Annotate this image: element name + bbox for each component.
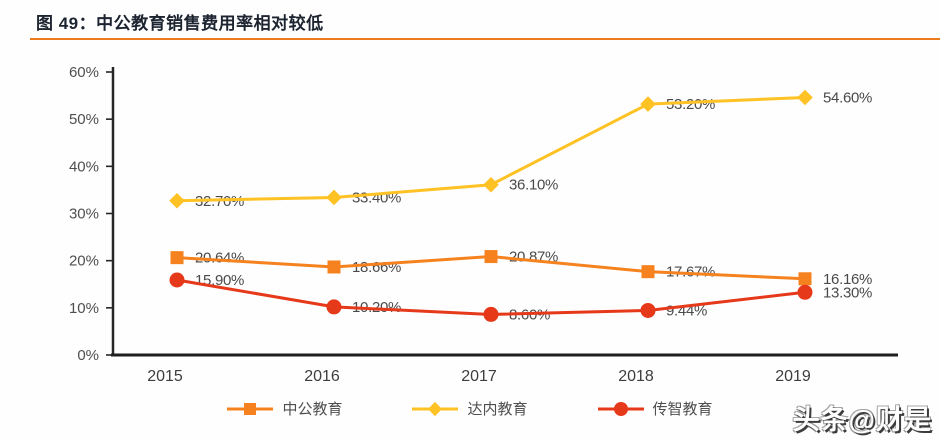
marker-square-icon	[798, 272, 812, 286]
y-tick-label: 40%	[69, 158, 99, 175]
legend-label: 中公教育	[282, 401, 343, 418]
legend-label: 传智教育	[652, 401, 713, 418]
y-tick-label: 10%	[69, 300, 99, 317]
axes: 0% 10% 20% 30% 40% 50% 60% 2015 2016 2017 2018 2019	[69, 64, 898, 385]
series-markers	[169, 89, 813, 322]
legend-label: 达内教育	[467, 401, 528, 418]
legend-circle-icon	[597, 401, 644, 416]
data-label: 13.30%	[823, 284, 872, 301]
marker-diamond-icon	[169, 192, 185, 209]
data-label: 16.16%	[823, 271, 872, 288]
legend-diamond-icon	[412, 401, 459, 416]
legend-item: 达内教育	[412, 398, 528, 419]
marker-diamond-icon	[483, 176, 499, 193]
data-label: 54.60%	[823, 89, 872, 106]
series-lines	[176, 95, 806, 316]
y-tick-label: 20%	[69, 253, 99, 270]
x-tick-label: 2016	[304, 368, 340, 385]
y-tick-label: 60%	[69, 64, 99, 81]
legend-item: 中公教育	[227, 398, 342, 419]
marker-square-icon	[641, 265, 655, 279]
marker-diamond-icon	[640, 96, 656, 112]
marker-circle-icon	[169, 272, 185, 288]
marker-circle-icon	[640, 302, 656, 318]
marker-circle-icon	[483, 306, 499, 322]
marker-diamond-icon	[326, 189, 342, 206]
marker-circle-icon	[326, 299, 342, 315]
legend-marker-diamond-icon	[428, 401, 443, 416]
title-divider	[30, 38, 940, 40]
marker-square-icon	[170, 251, 184, 265]
marker-diamond-icon	[797, 89, 813, 106]
legend-item: 传智教育	[597, 398, 713, 419]
figure-title: 图 49：中公教育销售费用率相对较低	[36, 14, 324, 33]
marker-square-icon	[327, 260, 341, 274]
x-tick-label: 2017	[461, 368, 497, 385]
watermark: 头条@财是	[792, 405, 932, 435]
y-tick-label: 0%	[77, 347, 99, 364]
legend-marker-circle-icon	[613, 401, 628, 416]
data-label: 53.20%	[666, 96, 715, 113]
legend: 中公教育 达内教育 传智教育	[0, 398, 940, 419]
line-chart: 0% 10% 20% 30% 40% 50% 60% 2015 2016 2017 2018 2019…	[69, 64, 898, 385]
y-tick-label: 50%	[69, 111, 99, 128]
marker-square-icon	[484, 250, 498, 264]
data-label: 36.10%	[509, 177, 558, 194]
y-tick-label: 30%	[69, 206, 99, 223]
data-labels: 20.64%18.66%20.87%17.67% 16.16%32.70% 33.4…	[195, 89, 872, 323]
x-tick-label: 2015	[147, 368, 183, 385]
legend-square-icon	[227, 402, 274, 415]
marker-circle-icon	[797, 284, 813, 300]
data-label: 10.20%	[352, 299, 401, 316]
legend-marker-square-icon	[244, 402, 257, 415]
x-tick-label: 2018	[618, 368, 654, 385]
x-tick-label: 2019	[775, 368, 811, 385]
